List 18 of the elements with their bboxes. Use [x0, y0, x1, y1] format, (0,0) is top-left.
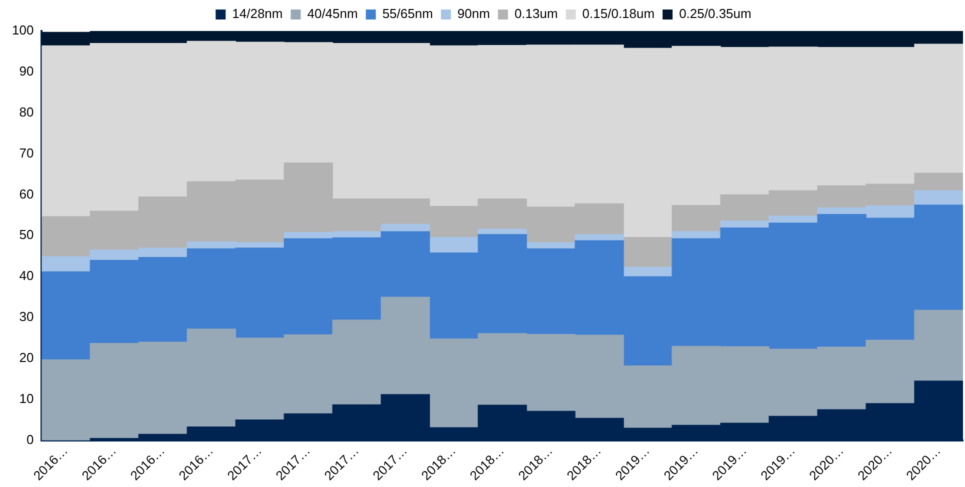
legend-label: 0.25/0.35um: [679, 6, 752, 22]
legend-label: 0.13um: [514, 6, 558, 22]
y-tick-label: 10: [19, 390, 34, 406]
y-tick-label: 20: [19, 350, 34, 366]
y-tick-label: 40: [19, 268, 34, 284]
y-tick-label: 50: [19, 227, 34, 242]
legend-label: 0.15/0.18um: [582, 6, 655, 22]
legend-label: 90nm: [457, 6, 490, 22]
y-tick-label: 90: [19, 64, 34, 79]
y-tick-label: 70: [19, 145, 34, 160]
y-tick-label: 100: [12, 22, 34, 38]
y-tick-label: 60: [19, 186, 34, 202]
legend-label: 40/45nm: [307, 6, 358, 22]
y-tick-label: 0: [26, 432, 34, 447]
y-tick-label: 80: [19, 104, 34, 120]
y-tick-label: 30: [19, 309, 34, 324]
legend-label: 55/65nm: [382, 6, 433, 22]
legend-label: 14/28nm: [232, 6, 283, 22]
